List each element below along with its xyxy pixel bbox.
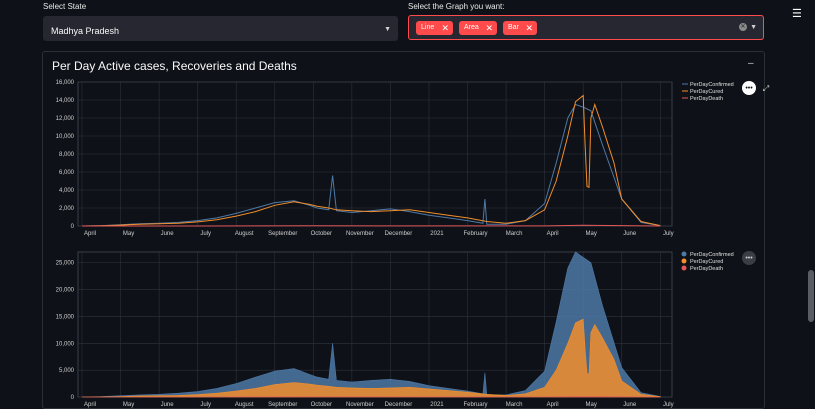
legend-marker xyxy=(681,258,687,264)
scrollbar[interactable] xyxy=(807,0,815,409)
x-tick-label: June xyxy=(623,231,637,237)
y-tick-label: 10,000 xyxy=(56,341,75,347)
legend-label: PerDayCured xyxy=(690,259,723,265)
y-tick-label: 2,000 xyxy=(59,206,75,212)
x-tick-label: May xyxy=(123,231,134,237)
more-options-icon[interactable] xyxy=(742,81,756,95)
card-title: Per Day Active cases, Recoveries and Dea… xyxy=(52,59,297,73)
x-tick-label: March xyxy=(506,231,523,237)
x-tick-label: 2021 xyxy=(430,231,444,237)
chart-1: 0 2,000 4,000 6,000 8,000 10,000 12,000 14,000 1… xyxy=(56,80,770,237)
clear-all-icon[interactable]: ✕ xyxy=(739,23,747,31)
legend-marker xyxy=(681,265,687,271)
x-tick-label: June xyxy=(623,402,637,408)
y-tick-label: 0 xyxy=(71,395,75,401)
more-options-icon[interactable] xyxy=(742,251,756,265)
x-tick-label: February xyxy=(464,231,488,237)
y-tick-label: 20,000 xyxy=(56,288,75,294)
x-tick-label: April xyxy=(547,231,559,237)
x-tick-label: October xyxy=(311,402,332,408)
close-icon[interactable]: ✕ xyxy=(525,23,533,33)
tag-label: Line xyxy=(421,24,435,31)
x-tick-label: May xyxy=(123,402,134,408)
close-icon[interactable]: ✕ xyxy=(441,23,449,33)
x-tick-label: August xyxy=(235,231,254,237)
y-tick-label: 15,000 xyxy=(56,314,75,320)
line-PerDayCured xyxy=(81,94,661,227)
x-tick-label: May xyxy=(586,231,597,237)
x-tick-label: September xyxy=(268,402,297,408)
legend-label: PerDayCured xyxy=(690,89,723,95)
legend-label: PerDayDeath xyxy=(690,266,723,272)
expand-icon[interactable]: ⤢ xyxy=(762,84,769,93)
state-select[interactable]: Madhya Pradesh ▼ xyxy=(43,16,398,41)
line-PerDayConfirmed xyxy=(81,103,661,227)
y-tick-label: 0 xyxy=(71,224,75,230)
y-tick-label: 25,000 xyxy=(56,261,75,267)
tag-label: Area xyxy=(464,24,479,31)
tag-bar[interactable]: Bar ✕ xyxy=(503,21,537,35)
more-options-icon[interactable]: ••• xyxy=(745,255,753,262)
x-tick-label: November xyxy=(346,231,374,237)
legend-label: PerDayConfirmed xyxy=(690,82,734,88)
state-select-value: Madhya Pradesh xyxy=(51,26,120,36)
x-tick-label: October xyxy=(311,231,332,237)
tag-line[interactable]: Line ✕ xyxy=(416,21,453,35)
x-tick-label: May xyxy=(586,402,597,408)
chevron-down-icon[interactable]: ▼ xyxy=(750,24,757,31)
graph-multiselect[interactable]: Line ✕ Area ✕ Bar ✕ ✕ ▼ xyxy=(408,15,764,40)
y-tick-label: 6,000 xyxy=(59,170,75,176)
tag-area[interactable]: Area ✕ xyxy=(459,21,497,35)
x-tick-label: July xyxy=(200,402,211,408)
x-tick-label: June xyxy=(161,231,175,237)
hamburger-icon[interactable]: ☰ xyxy=(792,8,802,20)
x-tick-label: June xyxy=(161,402,175,408)
y-tick-label: 14,000 xyxy=(56,98,75,104)
legend-marker xyxy=(681,251,687,257)
y-tick-label: 5,000 xyxy=(59,368,75,374)
close-icon[interactable]: ✕ xyxy=(485,23,493,33)
x-tick-label: 2021 xyxy=(430,402,444,408)
area-PerDayCured xyxy=(81,318,661,398)
line-PerDayDeath xyxy=(82,224,661,227)
x-tick-label: December xyxy=(385,231,413,237)
tag-label: Bar xyxy=(508,24,519,31)
y-tick-label: 16,000 xyxy=(56,80,75,86)
graph-select-label: Select the Graph you want: xyxy=(408,2,505,11)
x-tick-label: September xyxy=(268,231,297,237)
state-select-label: Select State xyxy=(43,2,87,11)
legend-label: PerDayDeath xyxy=(690,96,723,102)
x-tick-label: March xyxy=(506,402,523,408)
area-PerDayDeath xyxy=(82,396,661,398)
y-tick-label: 8,000 xyxy=(59,152,75,158)
y-tick-label: 10,000 xyxy=(56,134,75,140)
x-tick-label: July xyxy=(200,231,211,237)
more-options-icon[interactable]: ••• xyxy=(745,85,753,92)
chevron-down-icon[interactable]: ▼ xyxy=(384,26,391,33)
y-tick-label: 12,000 xyxy=(56,116,75,122)
x-tick-label: April xyxy=(84,231,96,237)
chart-2: 0 5,000 10,000 15,000 20,000 25,000 April May Ju… xyxy=(56,251,756,408)
x-tick-label: August xyxy=(235,402,254,408)
x-tick-label: December xyxy=(385,402,413,408)
collapse-button[interactable]: – xyxy=(748,58,754,69)
x-tick-label: November xyxy=(346,402,374,408)
y-tick-label: 4,000 xyxy=(59,188,75,194)
x-tick-label: February xyxy=(464,402,488,408)
x-tick-label: April xyxy=(547,402,559,408)
legend-label: PerDayConfirmed xyxy=(690,252,734,258)
x-tick-label: April xyxy=(84,402,96,408)
x-tick-label: July xyxy=(663,231,674,237)
x-tick-label: July xyxy=(663,402,674,408)
scrollbar-thumb[interactable] xyxy=(808,270,814,322)
